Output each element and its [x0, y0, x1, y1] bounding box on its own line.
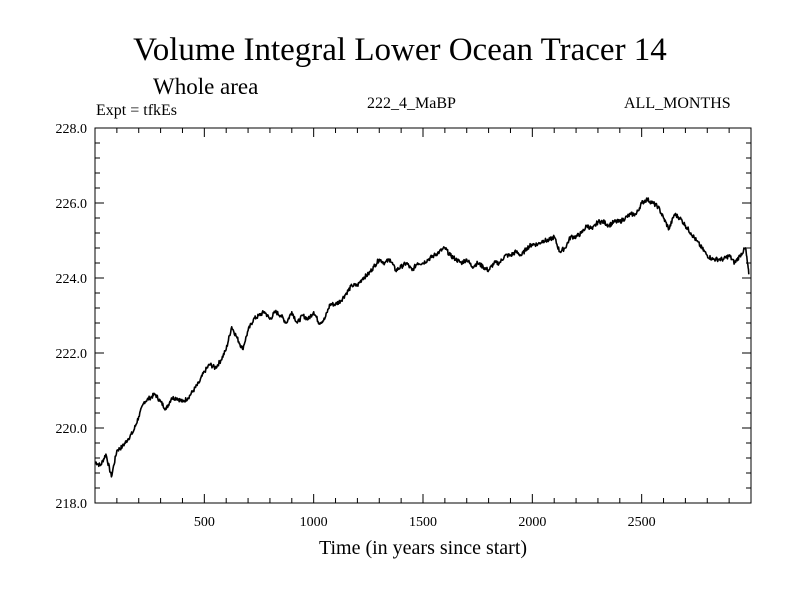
series-line	[94, 197, 750, 478]
x-tick-label: 2500	[628, 515, 656, 530]
y-tick-label: 224.0	[56, 272, 88, 287]
plot-frame	[94, 127, 752, 504]
run-label: 222_4_MaBP	[367, 95, 456, 112]
x-tick-label: 1000	[300, 515, 328, 530]
x-tick-label: 500	[194, 515, 215, 530]
y-tick-label: 218.0	[56, 497, 88, 512]
x-tick-label: 1500	[409, 515, 437, 530]
y-tick-label: 222.0	[56, 347, 88, 362]
axis-tick-labels: 500 1000 1500 2000 2500 218.0 220.0 222.0 224.0 2…	[56, 122, 656, 530]
y-tick-label: 226.0	[56, 197, 88, 212]
y-tick-label: 228.0	[56, 122, 88, 137]
experiment-label: Expt = tfkEs	[96, 102, 178, 119]
x-tick-label: 2000	[518, 515, 546, 530]
chart-title: Volume Integral Lower Ocean Tracer 14	[133, 32, 667, 68]
x-axis-label: Time (in years since start)	[319, 537, 527, 559]
months-label: ALL_MONTHS	[624, 95, 731, 112]
axis-ticks	[95, 128, 751, 503]
y-tick-label: 220.0	[56, 422, 88, 437]
chart-subtitle: Whole area	[153, 74, 259, 99]
